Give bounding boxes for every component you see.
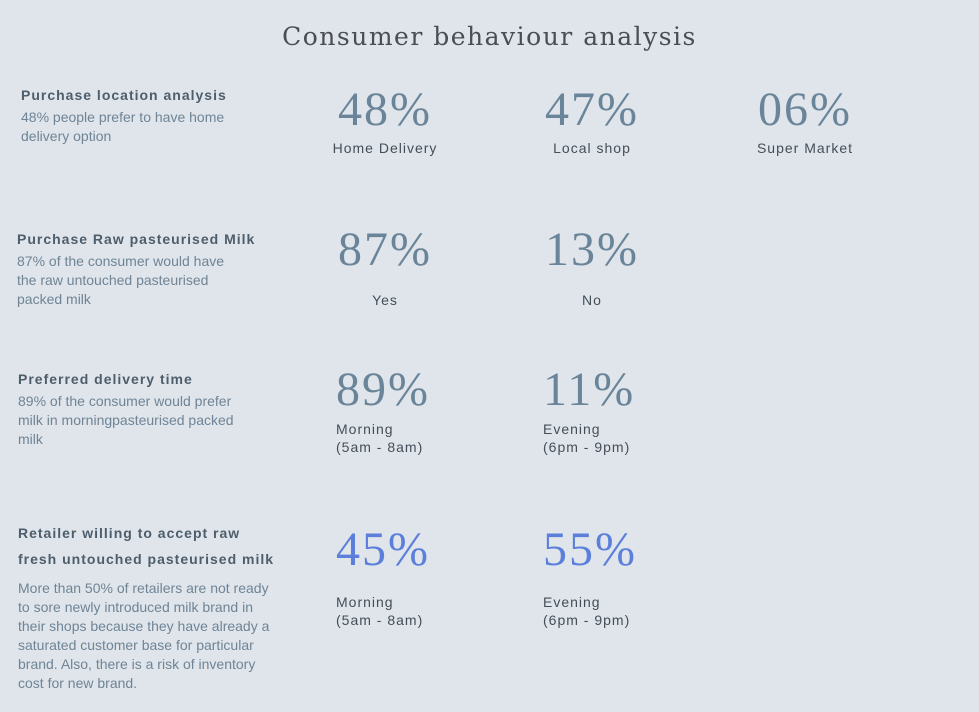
stat-label: Super Market: [756, 140, 854, 156]
page-title: Consumer behaviour analysis: [282, 22, 697, 51]
stat-label: Yes: [372, 292, 398, 308]
section-description: 87% of the consumer would have the raw u…: [17, 253, 225, 307]
stat-label-line1: Morning: [336, 421, 394, 437]
section-heading-line1: Retailer willing to accept raw: [18, 525, 241, 541]
stat-value: 47%: [545, 83, 639, 136]
section-delivery-time: Preferred delivery time 89% of the consu…: [18, 366, 258, 449]
section-description: 48% people prefer to have home delivery …: [21, 109, 225, 144]
stat-label: Local shop: [553, 140, 631, 156]
stat-value: 87%: [338, 223, 432, 276]
stat-super-market: 06% Super Market: [735, 86, 875, 157]
stat-value: 55%: [543, 523, 637, 576]
stat-value: 13%: [545, 223, 639, 276]
section-heading: Preferred delivery time: [18, 371, 193, 387]
stat-no: 13% No: [527, 226, 657, 309]
stat-label-line1: Evening: [543, 421, 601, 437]
stat-morning: 89% Morning (5am - 8am): [336, 366, 466, 456]
stat-value: 45%: [336, 523, 430, 576]
section-raw-pasteurised-milk: Purchase Raw pasteurised Milk 87% of the…: [17, 226, 257, 309]
section-heading: Purchase location analysis: [21, 87, 227, 103]
stat-value: 48%: [338, 83, 432, 136]
stat-label-line2: (5am - 8am): [336, 439, 424, 455]
stat-evening: 11% Evening (6pm - 9pm): [543, 366, 673, 456]
stat-local-shop: 47% Local shop: [527, 86, 657, 157]
stat-label: Home Delivery: [332, 140, 438, 156]
section-heading: Purchase Raw pasteurised Milk: [17, 231, 256, 247]
section-description: More than 50% of retailers are not ready…: [18, 580, 270, 691]
stat-value: 06%: [758, 83, 852, 136]
stat-label-line1: Evening: [543, 594, 601, 610]
section-retailer-acceptance: Retailer willing to accept raw fresh unt…: [18, 520, 293, 693]
stat-yes: 87% Yes: [320, 226, 450, 309]
stat-retailer-evening: 55% Evening (6pm - 9pm): [543, 526, 673, 629]
stat-label-line2: (5am - 8am): [336, 612, 424, 628]
stat-home-delivery: 48% Home Delivery: [320, 86, 450, 157]
stat-value: 89%: [336, 363, 430, 416]
stat-label-line2: (6pm - 9pm): [543, 439, 631, 455]
stat-retailer-morning: 45% Morning (5am - 8am): [336, 526, 466, 629]
section-description: 89% of the consumer would prefer milk in…: [18, 393, 234, 447]
section-heading-line2: fresh untouched pasteurised milk: [18, 551, 275, 567]
section-purchase-location: Purchase location analysis 48% people pr…: [21, 82, 261, 146]
stat-label: No: [582, 292, 602, 308]
stat-label-line2: (6pm - 9pm): [543, 612, 631, 628]
stat-label-line1: Morning: [336, 594, 394, 610]
stat-value: 11%: [543, 363, 636, 416]
